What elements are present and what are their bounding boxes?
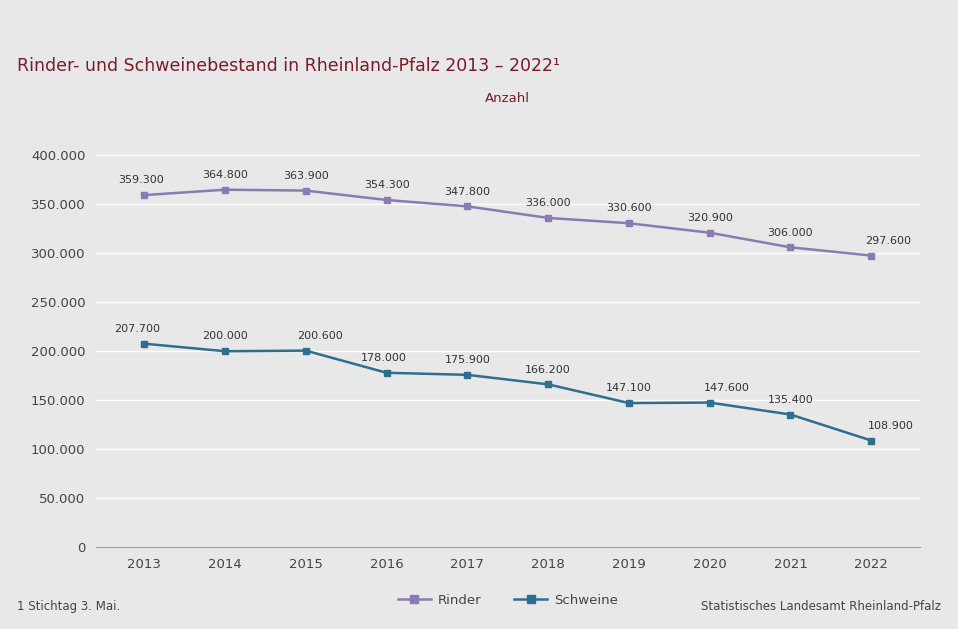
Text: 336.000: 336.000 — [525, 198, 571, 208]
Text: 354.300: 354.300 — [364, 181, 409, 190]
Text: 178.000: 178.000 — [361, 353, 407, 363]
Text: 320.900: 320.900 — [687, 213, 733, 223]
Text: 347.800: 347.800 — [445, 187, 490, 197]
Legend: Rinder, Schweine: Rinder, Schweine — [393, 589, 623, 612]
Text: 330.600: 330.600 — [606, 204, 651, 213]
Text: 363.900: 363.900 — [283, 171, 329, 181]
Text: 175.900: 175.900 — [445, 355, 490, 365]
Text: 200.600: 200.600 — [297, 331, 343, 341]
Text: 297.600: 297.600 — [865, 236, 911, 246]
Text: 147.600: 147.600 — [703, 383, 749, 393]
Text: 108.900: 108.900 — [868, 421, 914, 431]
Text: 166.200: 166.200 — [525, 365, 571, 375]
Text: 306.000: 306.000 — [767, 228, 813, 238]
Text: 364.800: 364.800 — [202, 170, 248, 180]
Text: Anzahl: Anzahl — [486, 92, 530, 104]
Text: 359.300: 359.300 — [119, 175, 165, 186]
Text: 200.000: 200.000 — [202, 331, 248, 342]
Text: 1 Stichtag 3. Mai.: 1 Stichtag 3. Mai. — [17, 600, 121, 613]
Text: Statistisches Landesamt Rheinland-Pfalz: Statistisches Landesamt Rheinland-Pfalz — [700, 600, 941, 613]
Text: Rinder- und Schweinebestand in Rheinland-Pfalz 2013 – 2022¹: Rinder- und Schweinebestand in Rheinland… — [17, 57, 560, 75]
Text: 147.100: 147.100 — [606, 383, 651, 393]
Text: 135.400: 135.400 — [767, 395, 813, 405]
Text: 207.700: 207.700 — [114, 324, 160, 334]
